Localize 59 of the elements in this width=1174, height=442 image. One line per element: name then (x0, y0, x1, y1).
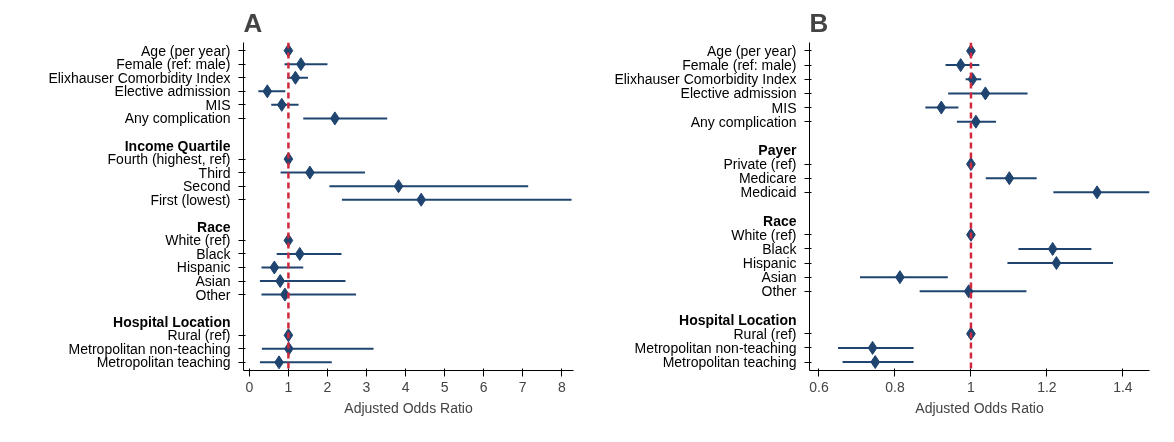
y-tick-label: Any complication (124, 110, 231, 127)
point (1004, 171, 1015, 186)
y-tick-label: Age (per year) (141, 42, 231, 59)
x-tick-label: 0.6 (809, 378, 829, 395)
x-tick-label: 0 (245, 378, 254, 395)
x-tick-label: 7 (518, 378, 527, 395)
x-tick-label: 5 (440, 378, 449, 395)
y-tick-label: Hispanic (742, 255, 797, 272)
y-tick-label: Asian (761, 269, 797, 286)
y-tick-label: Race (197, 218, 231, 235)
chart-title: A (243, 7, 263, 38)
point (1047, 241, 1058, 256)
point (290, 70, 301, 85)
y-tick-label: Hispanic (176, 259, 231, 276)
point (416, 192, 427, 207)
x-axis-title: Adjusted Odds Ratio (915, 399, 1044, 416)
y-tick-label: MIS (771, 99, 797, 116)
x-tick-label: 3 (362, 378, 371, 395)
point (870, 355, 881, 370)
y-tick-label: Other (761, 283, 797, 300)
y-tick-label: White (ref) (731, 226, 797, 243)
point (963, 284, 974, 299)
chart-title: B (809, 7, 829, 38)
y-tick-label: MIS (205, 96, 231, 113)
y-tick-label: Medicaid (740, 184, 797, 201)
point (262, 84, 273, 99)
x-axis-title: Adjusted Odds Ratio (344, 399, 473, 416)
point (955, 58, 966, 73)
y-tick-label: Any complication (690, 113, 797, 130)
point (275, 274, 286, 289)
y-tick-label: Income Quartile (124, 137, 231, 154)
point (269, 260, 280, 275)
x-tick-label: 8 (557, 378, 566, 395)
y-tick-label: Hospital Location (679, 311, 797, 328)
x-tick-label: 1 (967, 378, 976, 395)
x-tick-label: 1.4 (1113, 378, 1133, 395)
y-tick-label: White (ref) (165, 232, 231, 249)
x-tick-label: 1.2 (1037, 378, 1057, 395)
y-tick-label: Metropolitan teaching (662, 354, 797, 371)
y-tick-label: Age (per year) (707, 42, 797, 59)
point (393, 179, 404, 194)
x-tick-label: 2 (323, 378, 332, 395)
point (276, 97, 287, 112)
point (980, 86, 991, 101)
y-tick-label: Rural (ref) (733, 325, 797, 342)
point (294, 246, 305, 261)
point (1051, 256, 1062, 271)
x-tick-label: 4 (401, 378, 410, 395)
y-tick-label: Payer (758, 141, 798, 158)
x-tick-label: 1 (284, 378, 293, 395)
y-tick-label: Other (195, 286, 231, 303)
y-tick-label: Rural (ref) (167, 327, 231, 344)
y-tick-label: Private (ref) (723, 156, 797, 173)
x-tick-label: 0.8 (885, 378, 905, 395)
point (867, 340, 878, 355)
y-tick-label: Hospital Location (113, 313, 231, 330)
point (936, 100, 947, 115)
y-tick-label: Race (763, 212, 797, 229)
x-tick-label: 6 (479, 378, 488, 395)
